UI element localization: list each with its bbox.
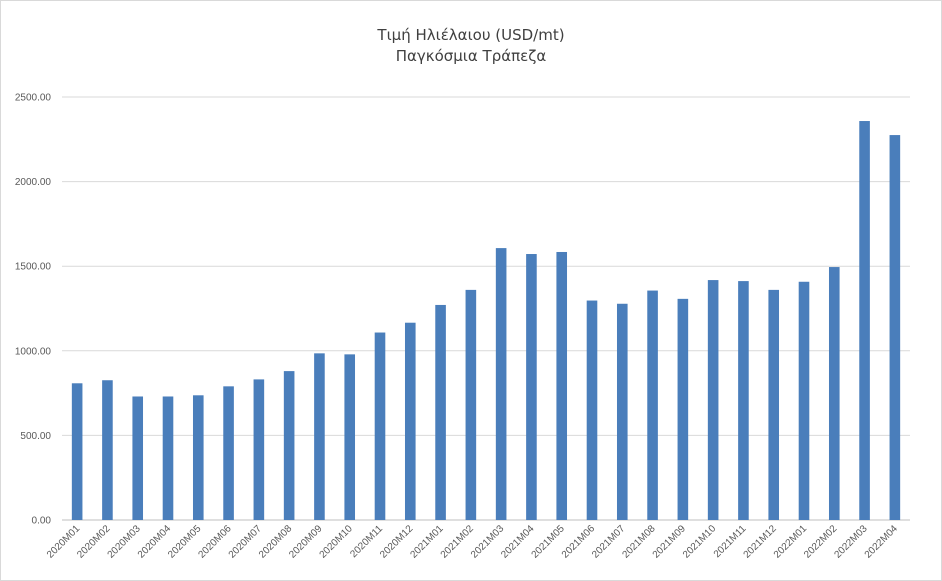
x-tick-label: 2022M04: [863, 523, 901, 561]
bar: [707, 280, 719, 520]
bar: [738, 281, 749, 520]
y-tick-label: 2000.00: [15, 177, 52, 188]
chart-title-block: Τιμή Ηλιέλαιου (USD/mt) Παγκόσμια Τράπεζ…: [1, 25, 941, 67]
bar: [162, 396, 174, 520]
bar: [344, 354, 356, 520]
bars: [71, 121, 901, 521]
chart-subtitle: Παγκόσμια Τράπεζα: [395, 47, 547, 65]
bar: [314, 353, 325, 520]
y-tick-label: 1000.00: [15, 346, 52, 357]
bar: [859, 121, 870, 520]
x-tick-label: 2020M10: [318, 523, 356, 561]
bar: [132, 396, 144, 520]
bar: [71, 383, 83, 520]
bar: [253, 379, 265, 520]
bar: [586, 300, 598, 520]
bar: [495, 248, 507, 521]
bar: [435, 304, 446, 520]
bar: [283, 371, 295, 520]
bar: [374, 332, 386, 520]
y-tick-label: 1500.00: [15, 262, 52, 273]
bar: [798, 281, 810, 520]
y-axis: 0.00 500.00 1000.00 1500.00 2000.00 2500.00: [15, 93, 52, 527]
bar: [404, 322, 416, 520]
x-tick-label: 2021M10: [681, 523, 719, 561]
bar: [889, 135, 901, 520]
x-axis: 2020M012020M022020M032020M042020M052020M…: [45, 523, 900, 561]
bar: [677, 298, 689, 520]
chart-title: Τιμή Ηλιέλαιου (USD/mt): [377, 26, 565, 44]
bar: [223, 386, 234, 520]
bar: [828, 267, 840, 520]
bar: [526, 254, 537, 521]
y-tick-label: 500.00: [20, 431, 51, 442]
bar: [556, 251, 568, 521]
bar: [647, 290, 658, 520]
y-tick-label: 2500.00: [15, 93, 52, 104]
bar: [192, 395, 204, 520]
bar: [768, 289, 780, 520]
y-tick-label: 0.00: [32, 516, 52, 527]
bar: [102, 380, 113, 520]
bar: [465, 289, 477, 520]
bar: [616, 303, 628, 520]
gridlines: [62, 96, 910, 521]
